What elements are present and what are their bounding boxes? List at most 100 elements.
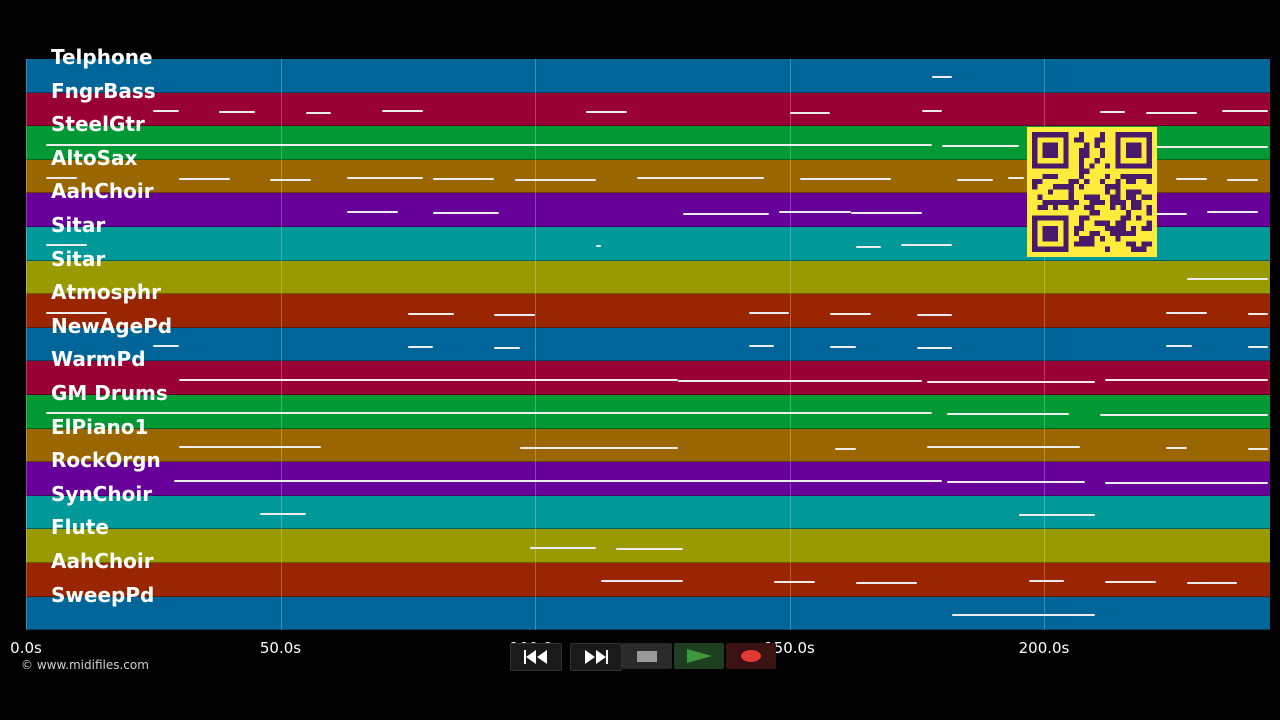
note-bar xyxy=(926,446,1080,449)
track-label: SynChoir xyxy=(51,481,153,506)
track-lane[interactable] xyxy=(26,596,1270,631)
track-lane[interactable] xyxy=(26,563,1270,597)
track-lane[interactable] xyxy=(26,529,1270,563)
note-bar xyxy=(1247,312,1268,315)
note-bar xyxy=(46,177,77,180)
track-lane[interactable] xyxy=(26,495,1270,530)
note-bar xyxy=(1247,346,1268,349)
note-bar xyxy=(830,346,856,349)
note-bar xyxy=(46,311,108,314)
note-bar xyxy=(529,546,597,549)
fast-forward-button[interactable] xyxy=(570,643,622,671)
time-gridline xyxy=(280,59,282,630)
note-bar xyxy=(916,313,953,316)
note-bar xyxy=(407,346,434,349)
note-bar xyxy=(305,112,332,115)
track-label: Atmosphr xyxy=(51,280,161,305)
note-bar xyxy=(774,581,815,584)
note-bar xyxy=(616,547,683,550)
note-bar xyxy=(178,446,322,449)
copyright-text: © www.midifiles.com xyxy=(21,658,149,672)
note-bar xyxy=(1099,111,1126,114)
track-label: RockOrgn xyxy=(51,448,161,473)
record-button[interactable] xyxy=(726,643,776,669)
track-lane[interactable] xyxy=(26,294,1270,328)
note-bar xyxy=(835,448,856,451)
note-bar xyxy=(952,614,1095,617)
note-bar xyxy=(1105,581,1156,584)
track-label: AltoSax xyxy=(51,145,138,170)
note-bar xyxy=(514,179,597,182)
note-bar xyxy=(1206,210,1258,213)
note-bar xyxy=(789,112,831,115)
note-bar xyxy=(1166,345,1192,348)
note-bar xyxy=(682,212,770,215)
track-lane[interactable] xyxy=(26,361,1270,395)
time-tick-label: 200.0s xyxy=(1018,639,1070,657)
note-bar xyxy=(947,413,1070,416)
track-label: GM Drums xyxy=(51,381,168,405)
rewind-button[interactable] xyxy=(510,643,562,671)
time-tick-label: 50.0s xyxy=(259,639,302,657)
note-bar xyxy=(407,312,454,315)
note-bar xyxy=(942,144,1019,147)
track-lane[interactable] xyxy=(26,260,1270,295)
track-label: Sitar xyxy=(51,213,106,237)
note-bar xyxy=(957,179,994,182)
note-bar xyxy=(1018,514,1095,517)
note-bar xyxy=(46,143,933,146)
note-bar xyxy=(799,178,892,181)
note-bar xyxy=(1176,178,1207,181)
note-bar xyxy=(219,111,256,114)
note-bar xyxy=(1145,112,1197,115)
note-bar xyxy=(494,347,520,350)
note-bar xyxy=(270,179,312,182)
track-label: Telphone xyxy=(51,45,153,69)
note-bar xyxy=(1166,447,1187,450)
note-bar xyxy=(1186,582,1238,585)
play-button[interactable] xyxy=(674,643,724,669)
note-bar xyxy=(519,447,678,450)
note-bar xyxy=(260,513,306,516)
track-label: Sitar xyxy=(51,246,106,271)
track-label: ElPiano1 xyxy=(51,414,149,439)
note-bar xyxy=(173,479,943,482)
note-bar xyxy=(46,412,933,415)
track-lane[interactable] xyxy=(26,462,1270,496)
track-lane[interactable] xyxy=(26,92,1270,127)
play-icon xyxy=(687,649,712,663)
track-lane[interactable] xyxy=(26,59,1270,93)
track-lane[interactable] xyxy=(26,428,1270,463)
note-bar xyxy=(1008,177,1024,180)
stop-button[interactable] xyxy=(622,643,672,669)
note-bar xyxy=(677,379,922,382)
track-label: WarmPd xyxy=(51,347,146,372)
note-bar xyxy=(947,480,1085,483)
track-label: Flute xyxy=(51,515,109,540)
track-label: SweepPd xyxy=(51,582,155,607)
time-tick-label: 150.0s xyxy=(764,639,815,657)
note-bar xyxy=(1105,481,1268,484)
note-bar xyxy=(748,345,775,348)
note-bar xyxy=(748,311,790,314)
note-bar xyxy=(1222,110,1268,113)
note-bar xyxy=(1186,278,1268,281)
track-label: NewAgePd xyxy=(51,313,173,338)
time-tick-label: 0.0s xyxy=(10,639,42,657)
note-bar xyxy=(596,245,602,248)
track-label: FngrBass xyxy=(51,78,156,103)
note-bar xyxy=(494,313,535,316)
track-label: SteelGtr xyxy=(51,112,145,137)
fast-forward-icon xyxy=(585,650,608,664)
note-bar xyxy=(178,178,230,181)
track-lane[interactable] xyxy=(26,395,1270,429)
note-bar xyxy=(601,580,683,583)
note-bar xyxy=(1166,311,1207,314)
time-gridline xyxy=(789,59,791,630)
time-gridline xyxy=(26,59,27,630)
time-gridline xyxy=(1044,59,1045,630)
track-lane[interactable] xyxy=(26,327,1270,362)
note-bar xyxy=(916,347,953,350)
stop-icon xyxy=(637,651,657,662)
note-bar xyxy=(178,378,678,381)
